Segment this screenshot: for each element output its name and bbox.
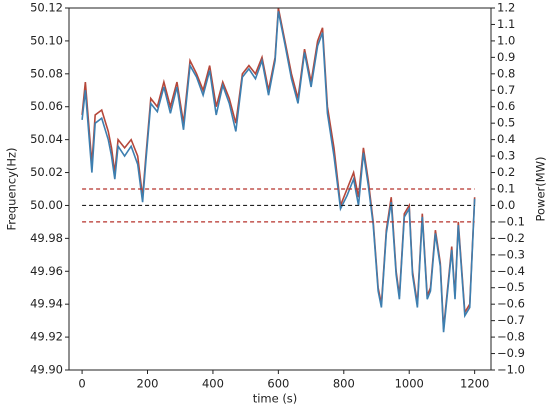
y-axis-label: Frequency(Hz) [5,147,19,230]
y-tick-label: 50.10 [30,33,63,47]
y2-tick-label: −0.7 [497,313,525,327]
y2-tick-label: 0.7 [497,83,515,97]
x-tick-label: 800 [333,377,355,391]
y2-tick-label: −0.5 [497,280,525,294]
y2-tick-label: 0.8 [497,66,515,80]
y2-tick-label: 1.1 [497,17,515,31]
x-axis-label: time (s) [253,392,298,406]
x-tick-label: 1000 [395,377,424,391]
x-tick-label: 600 [267,377,289,391]
x-tick-label: 0 [78,377,85,391]
y2-tick-label: 0.2 [497,165,515,179]
y-tick-label: 50.02 [30,165,63,179]
y2-tick-label: −0.6 [497,297,525,311]
y2-tick-label: 1.0 [497,33,515,47]
x-tick-label: 400 [202,377,224,391]
y2-tick-label: 0.0 [497,198,515,212]
y-tick-label: 49.96 [30,264,63,278]
y2-axis-label: Power(MW) [534,156,548,221]
x-tick-label: 200 [137,377,159,391]
y-tick-label: 50.12 [30,1,63,15]
data-line [81,8,476,329]
y2-tick-label: −0.9 [497,346,525,360]
y2-tick-label: 0.3 [497,149,515,163]
y2-tick-label: −0.4 [497,264,525,278]
y2-tick-label: −1.0 [497,363,525,377]
y2-tick-label: 0.5 [497,116,515,130]
x-tick-label: 1200 [460,377,489,391]
y2-tick-label: 0.6 [497,99,515,113]
y-tick-label: 50.08 [30,66,63,80]
y2-tick-label: 0.9 [497,50,515,64]
y-tick-label: 50.06 [30,99,63,113]
y-tick-label: 50.00 [30,198,63,212]
y2-tick-label: −0.3 [497,247,525,261]
y2-tick-label: 0.4 [497,132,515,146]
y2-tick-label: −0.8 [497,330,525,344]
y-tick-label: 50.04 [30,132,63,146]
y2-tick-label: 1.2 [497,1,515,15]
y-tick-label: 49.92 [30,330,63,344]
y2-tick-label: −0.1 [497,214,525,228]
y2-tick-label: 0.1 [497,182,515,196]
data-line [81,11,476,333]
y2-tick-label: −0.2 [497,231,525,245]
plot-frame [68,7,492,371]
y-tick-label: 49.94 [30,297,63,311]
y-tick-label: 49.90 [30,363,63,377]
y-tick-label: 49.98 [30,231,63,245]
